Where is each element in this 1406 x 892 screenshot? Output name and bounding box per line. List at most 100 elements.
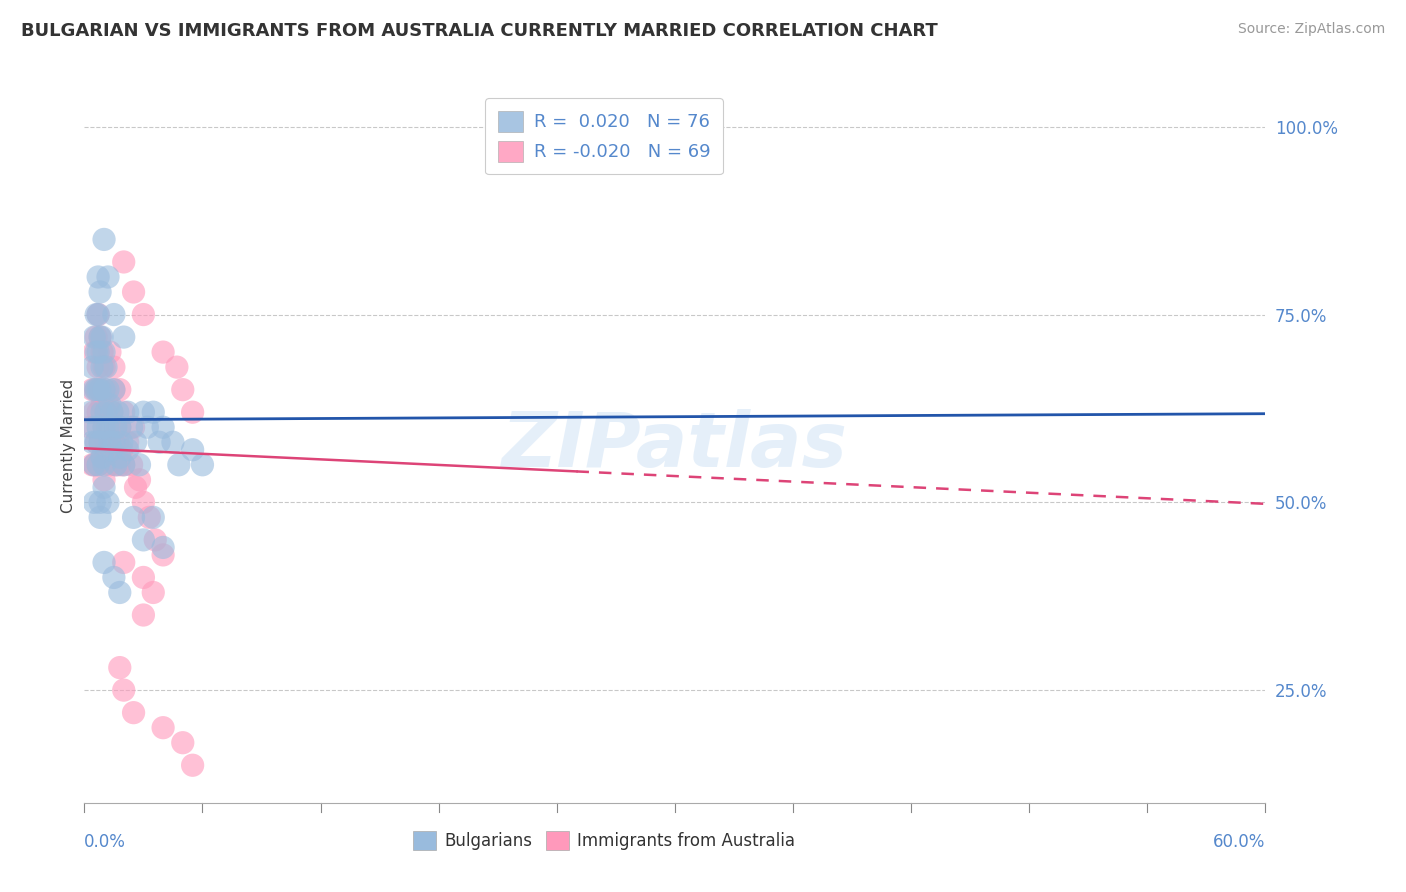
Point [142,510,165,524]
Point [82,458,104,472]
Point [93,420,115,434]
Point [98,458,121,472]
Point [98,435,121,450]
Point [79,405,101,419]
Point [89,330,111,344]
Point [142,585,165,599]
Point [89,383,111,397]
Point [91,405,114,419]
Point [108,420,131,434]
Point [87,405,110,419]
Point [112,330,135,344]
Point [87,458,110,472]
Point [82,360,104,375]
Point [101,442,124,457]
Point [167,458,190,472]
Point [103,383,125,397]
Text: 0.0%: 0.0% [84,833,127,851]
Point [84,308,107,322]
Point [152,420,174,434]
Point [148,435,170,450]
Point [83,383,105,397]
Point [108,383,131,397]
Point [103,308,125,322]
Text: Source: ZipAtlas.com: Source: ZipAtlas.com [1237,22,1385,37]
Point [89,495,111,509]
Point [91,345,114,359]
Point [97,398,120,412]
Point [87,458,110,472]
Point [94,383,117,397]
Point [108,660,131,674]
Point [93,480,115,494]
Point [98,398,121,412]
Point [94,405,117,419]
Point [87,383,110,397]
Point [98,345,121,359]
Point [97,420,120,434]
Point [172,736,194,750]
Point [122,420,145,434]
Point [87,420,110,434]
Point [94,360,117,375]
Point [121,458,143,472]
Point [93,360,115,375]
Point [91,450,114,465]
Point [91,360,114,375]
Point [82,435,104,450]
Point [97,495,120,509]
Point [91,450,114,465]
Point [94,435,117,450]
Point [104,458,127,472]
Y-axis label: Currently Married: Currently Married [60,379,76,513]
Point [104,458,127,472]
Point [83,458,105,472]
Point [89,330,111,344]
Point [172,383,194,397]
Point [162,435,184,450]
Point [79,420,101,434]
Point [103,360,125,375]
Point [108,458,131,472]
Point [152,721,174,735]
Point [152,541,174,555]
Point [122,706,145,720]
Point [83,495,105,509]
Point [84,435,107,450]
Point [132,570,155,584]
Point [132,495,155,509]
Point [101,405,124,419]
Point [112,255,135,269]
Point [87,308,110,322]
Point [89,510,111,524]
Point [103,570,125,584]
Point [103,435,125,450]
Point [132,533,155,547]
Point [112,405,135,419]
Point [181,758,204,772]
Point [83,330,105,344]
Point [112,556,135,570]
Point [132,405,155,419]
Point [111,435,134,450]
Point [89,383,111,397]
Text: ZIPatlas: ZIPatlas [502,409,848,483]
Point [111,442,134,457]
Point [84,383,107,397]
Point [82,383,104,397]
Legend: Bulgarians, Immigrants from Australia: Bulgarians, Immigrants from Australia [405,822,804,859]
Point [89,435,111,450]
Point [124,480,146,494]
Point [117,442,139,457]
Point [128,473,150,487]
Text: 60.0%: 60.0% [1213,833,1265,851]
Point [112,683,135,698]
Point [181,405,204,419]
Point [143,533,166,547]
Point [87,360,110,375]
Point [83,420,105,434]
Point [93,345,115,359]
Point [93,383,115,397]
Point [122,510,145,524]
Point [142,405,165,419]
